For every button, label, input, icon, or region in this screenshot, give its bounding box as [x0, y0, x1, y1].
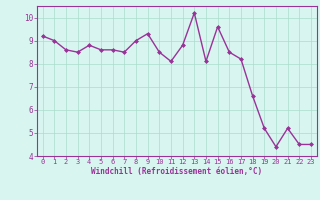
X-axis label: Windchill (Refroidissement éolien,°C): Windchill (Refroidissement éolien,°C) [91, 167, 262, 176]
